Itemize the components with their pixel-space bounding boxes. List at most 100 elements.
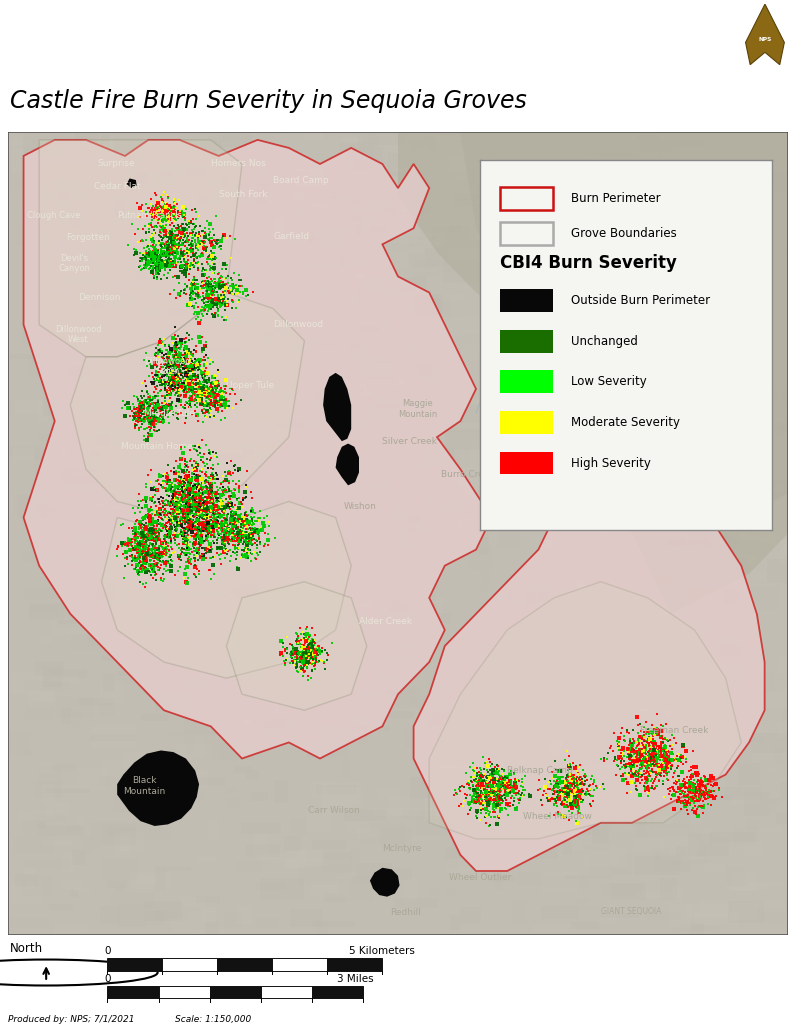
Point: [201, 381, 213, 398]
Point: [180, 345, 193, 362]
Bar: [107, 881, 127, 888]
Bar: [203, 487, 238, 506]
Point: [202, 365, 215, 381]
Point: [153, 501, 166, 517]
Point: [471, 791, 484, 808]
Point: [306, 656, 318, 673]
Point: [554, 212, 567, 229]
Point: [291, 633, 304, 650]
Point: [193, 493, 205, 510]
Point: [677, 797, 690, 814]
Point: [693, 779, 705, 795]
Point: [157, 348, 170, 365]
Point: [195, 302, 208, 318]
Point: [154, 383, 166, 400]
Point: [657, 733, 669, 750]
Point: [162, 376, 175, 392]
Point: [174, 387, 186, 404]
Polygon shape: [323, 373, 351, 441]
Point: [645, 751, 657, 767]
Point: [560, 775, 573, 791]
Point: [652, 757, 665, 774]
Point: [218, 536, 231, 552]
Bar: [787, 439, 796, 447]
Bar: [304, 255, 345, 268]
Point: [486, 779, 498, 795]
Point: [503, 765, 516, 782]
Point: [163, 375, 176, 391]
Bar: [357, 295, 388, 301]
Point: [236, 499, 249, 515]
Point: [166, 237, 179, 253]
Bar: [599, 692, 618, 698]
Text: Maggie
Mountain: Maggie Mountain: [398, 400, 437, 419]
Point: [570, 793, 583, 810]
Bar: [298, 849, 324, 861]
Point: [165, 539, 178, 555]
Point: [130, 401, 142, 417]
Point: [140, 394, 153, 411]
Point: [140, 394, 153, 411]
Point: [162, 505, 174, 521]
Point: [190, 279, 203, 296]
Point: [139, 518, 151, 535]
Point: [164, 528, 177, 545]
Point: [173, 230, 185, 246]
Point: [198, 500, 211, 516]
Point: [220, 529, 233, 546]
Point: [237, 543, 250, 559]
Bar: [467, 856, 492, 863]
Point: [181, 488, 193, 505]
Point: [198, 405, 211, 421]
Point: [497, 775, 509, 791]
Bar: [312, 642, 322, 650]
Point: [198, 224, 211, 240]
Point: [225, 503, 238, 519]
Point: [202, 383, 215, 400]
Point: [181, 371, 194, 387]
Point: [644, 757, 657, 774]
Point: [209, 380, 221, 397]
Bar: [513, 313, 556, 334]
Bar: [221, 159, 235, 171]
Bar: [785, 251, 796, 255]
Point: [223, 284, 236, 301]
Point: [218, 298, 231, 314]
Point: [217, 378, 230, 394]
Bar: [778, 438, 789, 455]
Point: [162, 244, 175, 261]
Point: [142, 540, 154, 556]
Point: [659, 762, 672, 779]
Point: [174, 339, 187, 355]
Point: [543, 210, 556, 227]
Point: [175, 541, 188, 557]
Point: [148, 248, 161, 265]
Point: [173, 505, 185, 521]
Point: [646, 724, 658, 741]
Point: [170, 501, 183, 517]
Point: [215, 268, 228, 284]
Point: [246, 520, 259, 537]
Point: [174, 450, 187, 467]
Point: [208, 256, 220, 273]
Point: [133, 546, 146, 562]
Point: [576, 772, 589, 789]
Point: [301, 655, 314, 672]
Point: [598, 751, 611, 767]
Point: [690, 782, 703, 798]
Point: [214, 539, 227, 555]
Point: [181, 503, 193, 519]
Point: [507, 783, 520, 799]
Point: [143, 552, 156, 569]
Point: [623, 765, 636, 782]
Point: [197, 494, 209, 511]
Bar: [677, 655, 694, 674]
Point: [135, 558, 148, 575]
Polygon shape: [39, 140, 242, 356]
Point: [648, 740, 661, 756]
Point: [203, 289, 216, 306]
Point: [568, 782, 581, 798]
Point: [192, 524, 205, 541]
Point: [174, 386, 187, 403]
Point: [145, 238, 158, 254]
